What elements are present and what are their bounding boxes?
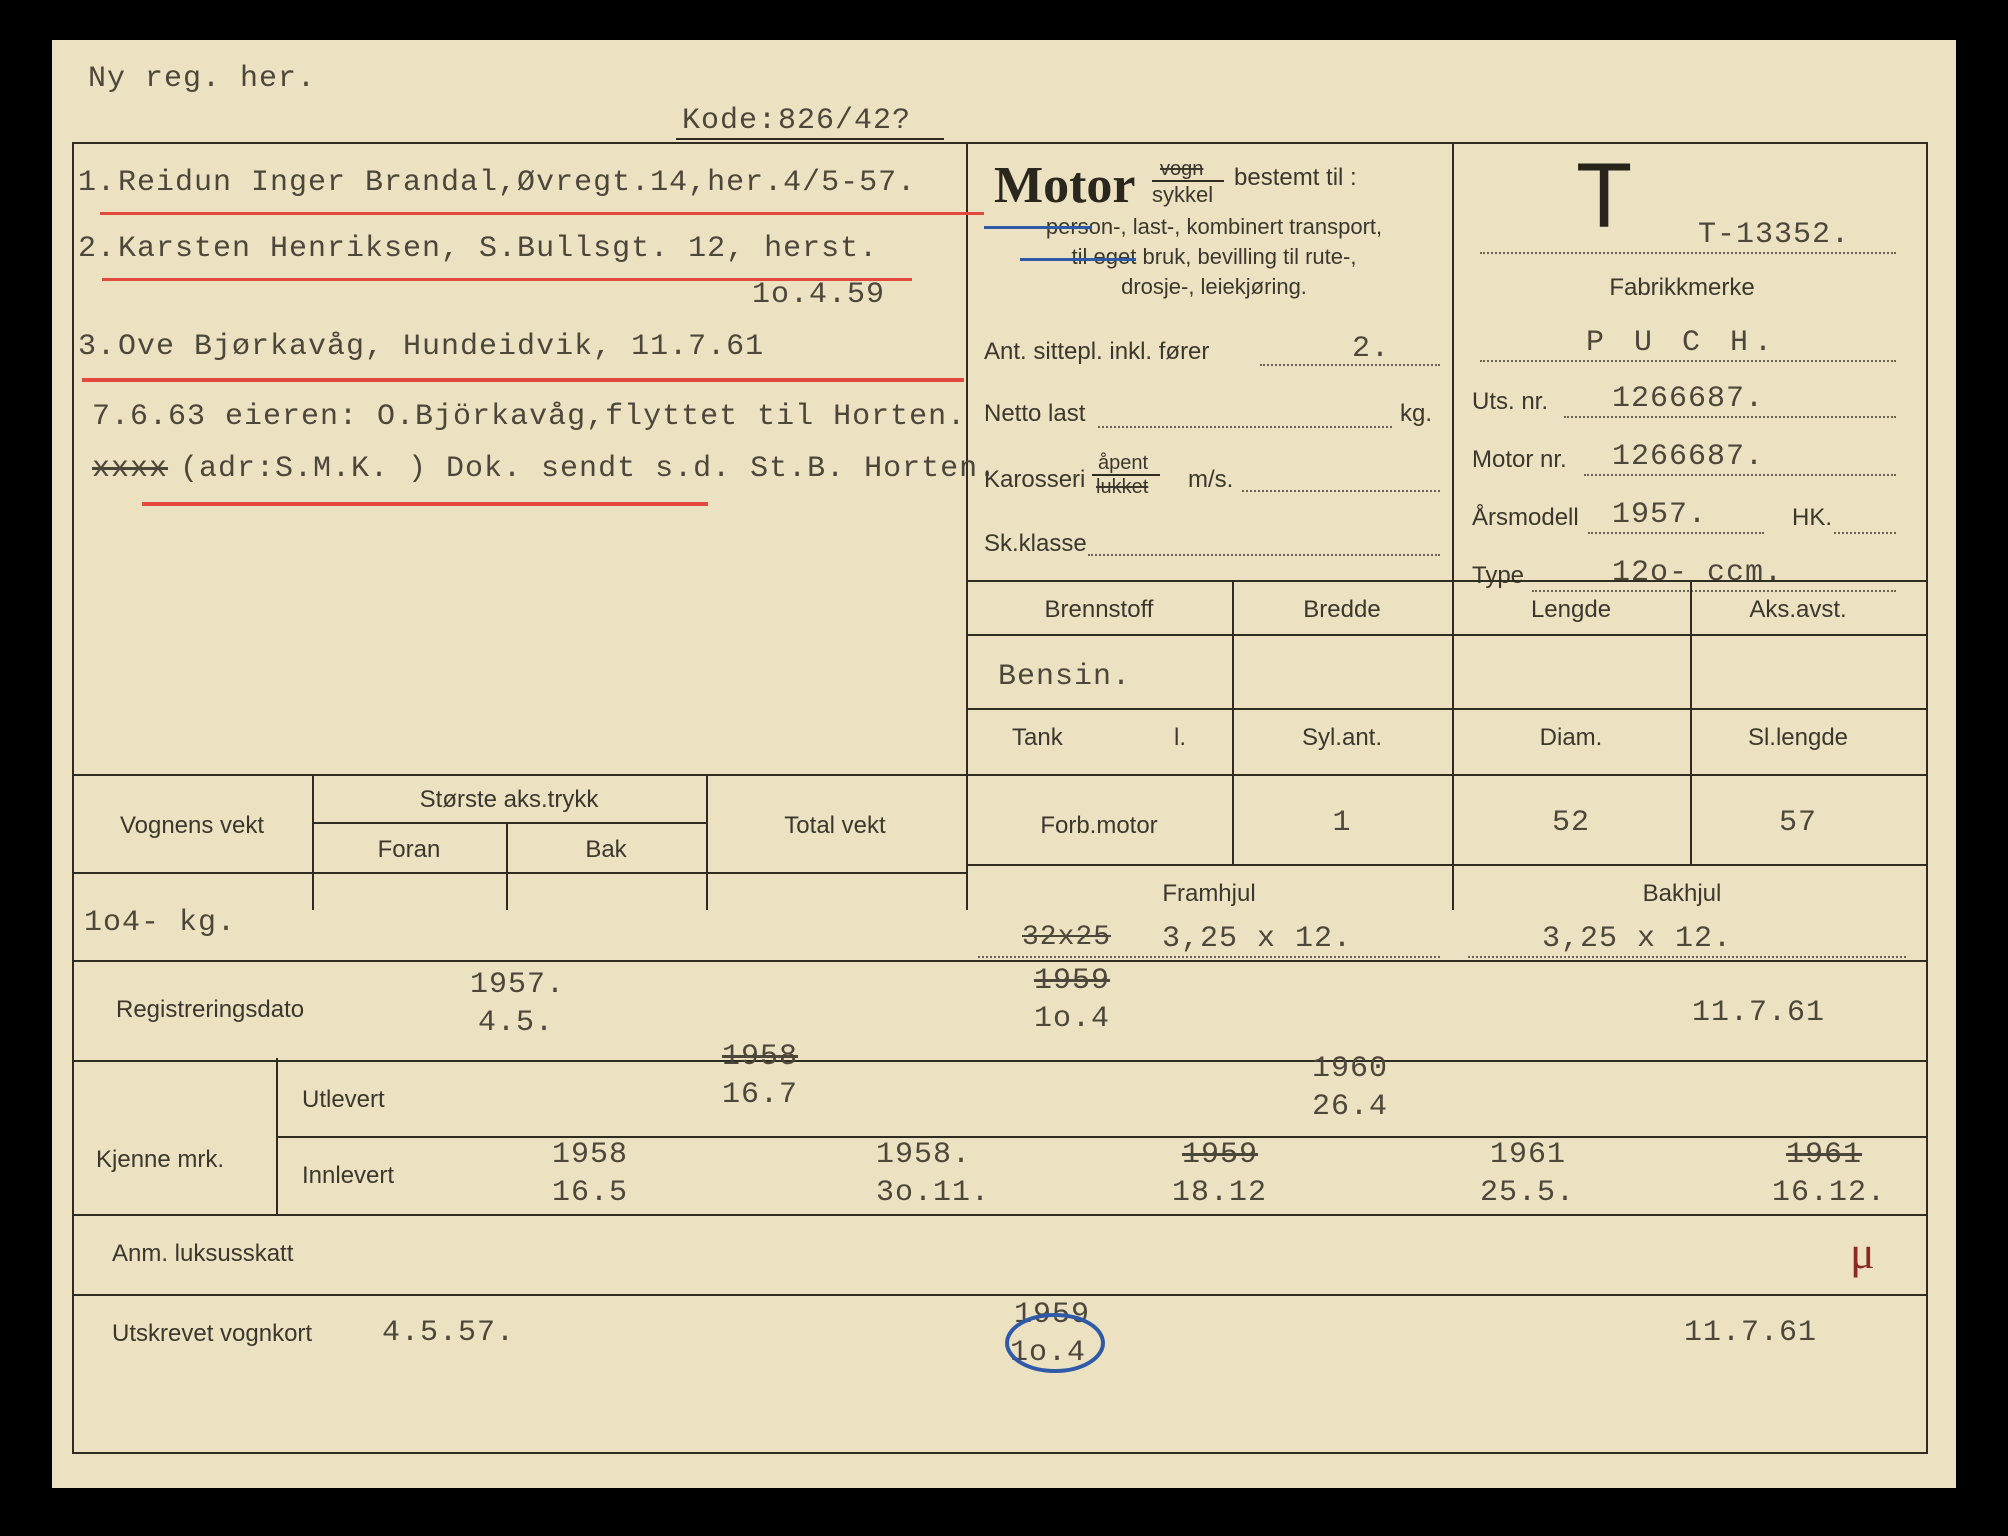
inn-c2b: 16.5 <box>552 1176 628 1210</box>
aarsmodell-val: 1957. <box>1612 498 1707 532</box>
framhjul-label: Framhjul <box>966 880 1452 908</box>
motor-sykkel: sykkel <box>1152 182 1213 208</box>
utlev-c4a: 1960 <box>1312 1052 1388 1086</box>
owner-3: Ove Bjørkavåg, Hundeidvik, 11.7.61 <box>118 330 764 364</box>
utlev-c2b: 16.7 <box>722 1078 798 1112</box>
utsnr-val: 1266687. <box>1612 382 1764 416</box>
bakhjul-label: Bakhjul <box>1452 880 1912 908</box>
sllengde-label: Sl.lengde <box>1690 724 1906 752</box>
inn-c4b: 18.12 <box>1172 1176 1267 1210</box>
brennstoff-label: Brennstoff <box>966 596 1232 624</box>
fabrikkmerke-val: P U C H. <box>1452 326 1912 360</box>
karosseri-lukket: lukket <box>1096 476 1148 499</box>
utlev-c4b: 26.4 <box>1312 1090 1388 1124</box>
fabrikkmerke-label: Fabrikkmerke <box>1452 274 1912 302</box>
nettolast-unit: kg. <box>1400 400 1432 428</box>
aarsmodell-label: Årsmodell <box>1472 504 1579 532</box>
sllengde-val: 57 <box>1690 806 1906 840</box>
kjennemrk-label: Kjenne mrk. <box>96 1146 224 1174</box>
karosseri-apent: åpent <box>1098 452 1148 475</box>
inn-c5a: 1961 <box>1490 1138 1566 1172</box>
sittepl-val: 2. <box>1352 332 1390 366</box>
inn-c3b: 3o.11. <box>876 1176 990 1210</box>
owner-note1: 7.6.63 eieren: O.Björkavåg,flyttet til H… <box>92 400 966 434</box>
reg-number: T-13352. <box>1698 218 1850 252</box>
sylant-val: 1 <box>1232 806 1452 840</box>
totalvekt-label: Total vekt <box>706 812 964 840</box>
framhjul-struck: 32x25 <box>1022 922 1111 953</box>
lengde-label: Lengde <box>1452 596 1690 624</box>
vognens-vekt-label: Vognens vekt <box>72 812 312 840</box>
bakhjul-val: 3,25 x 12. <box>1542 922 1732 956</box>
owner-note2: (adr:S.M.K. ) Dok. sendt s.d. St.B. Hort… <box>180 452 997 486</box>
registreringsdato-label: Registreringsdato <box>116 996 304 1024</box>
owner-1-num: 1. <box>78 166 116 200</box>
owner-note2-strike: xxxx <box>92 452 168 486</box>
type-val: 12o- ccm. <box>1612 556 1783 590</box>
inn-c5b: 25.5. <box>1480 1176 1575 1210</box>
hk-label: HK. <box>1792 504 1832 532</box>
storste-aks-label: Største aks.trykk <box>312 786 706 814</box>
type-label: Type <box>1472 562 1524 590</box>
reg-c1a: 1957. <box>470 968 565 1002</box>
motornr-val: 1266687. <box>1612 440 1764 474</box>
vognens-vekt-val: 1o4- kg. <box>84 906 236 940</box>
hand-mark: μ <box>1850 1226 1875 1279</box>
owner-2-num: 2. <box>78 232 116 266</box>
nettolast-label: Netto last <box>984 400 1085 428</box>
aksavst-label: Aks.avst. <box>1690 596 1906 624</box>
inn-c6a: 1961 <box>1786 1138 1862 1172</box>
motor-vogn: vogn <box>1160 158 1203 181</box>
bredde-label: Bredde <box>1232 596 1452 624</box>
kode-label: Kode: <box>682 104 777 138</box>
utlevert-label: Utlevert <box>302 1086 385 1114</box>
inn-c4a: 1959 <box>1182 1138 1258 1172</box>
inn-c6b: 16.12. <box>1772 1176 1886 1210</box>
diam-val: 52 <box>1452 806 1690 840</box>
motor-bestemt: bestemt til : <box>1234 164 1357 192</box>
karosseri-label: Karosseri <box>984 466 1085 494</box>
skklasse-label: Sk.klasse <box>984 530 1087 558</box>
bak-label: Bak <box>506 836 706 864</box>
innlevert-label: Innlevert <box>302 1162 394 1190</box>
owner-2b: 1o.4.59 <box>752 278 885 312</box>
utlev-c2a: 1958 <box>722 1040 798 1074</box>
karosseri-ms: m/s. <box>1188 466 1233 494</box>
anm-luksusskatt-label: Anm. luksusskatt <box>112 1240 293 1268</box>
motornr-label: Motor nr. <box>1472 446 1567 474</box>
tank-label: Tank <box>1012 724 1063 752</box>
reg-c3a: 1959 <box>1034 964 1110 998</box>
owner-2a: Karsten Henriksen, S.Bullsgt. 12, herst. <box>118 232 878 266</box>
vk-c1: 4.5.57. <box>382 1316 515 1350</box>
big-t: T <box>1576 144 1632 249</box>
foran-label: Foran <box>312 836 506 864</box>
inn-c2a: 1958 <box>552 1138 628 1172</box>
tank-unit: l. <box>1174 724 1186 752</box>
motor-title: Motor <box>994 156 1135 215</box>
sylant-label: Syl.ant. <box>1232 724 1452 752</box>
blue-circle-mark <box>1000 1308 1110 1378</box>
brennstoff-val: Bensin. <box>998 660 1131 694</box>
utsnr-label: Uts. nr. <box>1472 388 1548 416</box>
reg-c1b: 4.5. <box>478 1006 554 1040</box>
vognkort-label: Utskrevet vognkort <box>112 1320 312 1348</box>
sittepl-label: Ant. sittepl. inkl. fører <box>984 338 1209 366</box>
kode-value: 826/42? <box>778 104 911 138</box>
reg-c5: 11.7.61 <box>1692 996 1825 1030</box>
framhjul-val: 3,25 x 12. <box>1162 922 1352 956</box>
forbmotor-label: Forb.motor <box>966 812 1232 840</box>
reg-c3b: 1o.4 <box>1034 1002 1110 1036</box>
ny-reg-note: Ny reg. her. <box>88 62 316 96</box>
vk-c5: 11.7.61 <box>1684 1316 1817 1350</box>
owner-1: Reidun Inger Brandal,Øvregt.14,her.4/5-5… <box>118 166 916 200</box>
inn-c3a: 1958. <box>876 1138 971 1172</box>
diam-label: Diam. <box>1452 724 1690 752</box>
owner-3-num: 3. <box>78 330 116 364</box>
